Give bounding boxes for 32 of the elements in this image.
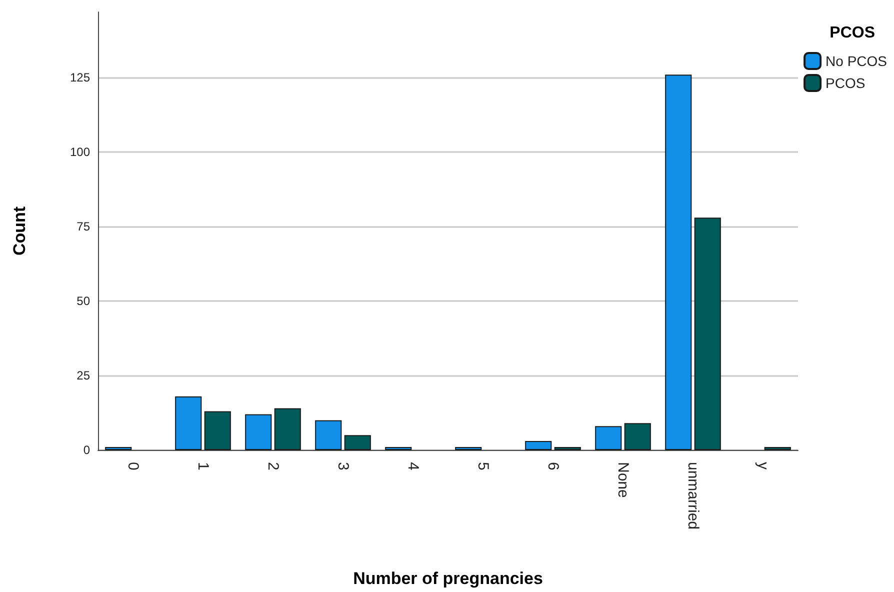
x-tick-label: 0 [124,462,142,470]
legend-title: PCOS [830,24,876,42]
y-axis-title: Count [10,206,29,256]
legend-label: No PCOS [826,53,888,69]
y-tick-label: 25 [76,368,90,383]
x-tick-label: unmarried [684,462,702,530]
bar [274,408,301,450]
y-tick-label: 125 [70,70,90,85]
y-tick-label: 75 [76,220,90,234]
x-tick-label: 1 [194,462,212,470]
bar [665,74,692,450]
bar [315,420,342,450]
bar [245,414,272,450]
bar [525,441,552,450]
bar [624,423,651,450]
x-tick-label: 2 [264,462,282,470]
bar [595,426,622,450]
x-axis-title: Number of pregnancies [353,569,543,588]
x-tick-label: 4 [404,462,422,470]
y-tick-label: 100 [70,145,90,160]
x-tick-label: 5 [474,462,492,470]
x-tick-label: y [754,462,772,470]
bar [175,396,202,450]
y-tick-label: 50 [76,294,90,308]
legend-label: PCOS [826,75,866,91]
x-tick-label: 6 [544,462,562,470]
bar [204,411,231,450]
x-tick-label: None [614,462,632,498]
y-tick-label: 0 [83,443,90,457]
bar [694,218,721,450]
bar [344,435,371,450]
x-tick-label: 3 [334,462,352,470]
